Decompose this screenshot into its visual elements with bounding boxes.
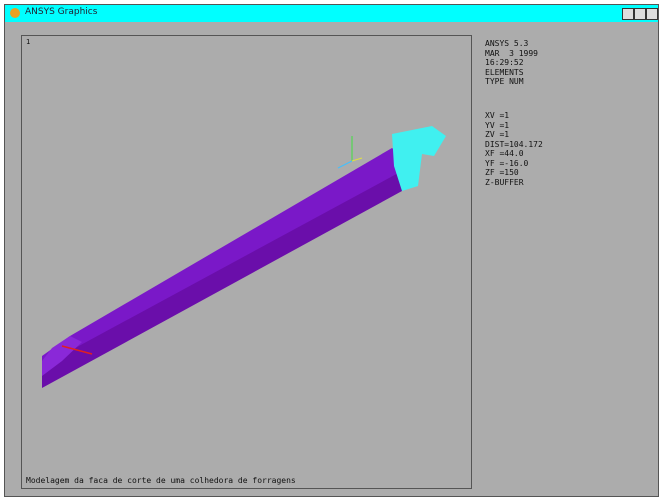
window-title: ANSYS Graphics — [25, 7, 98, 17]
end-region — [392, 126, 446, 191]
model-view — [42, 126, 446, 388]
info-line: Z-BUFFER — [485, 177, 524, 187]
title-bar: ANSYS Graphics — [5, 5, 658, 22]
info-line: ZF =150 — [485, 168, 519, 177]
node-marker — [61, 345, 93, 355]
beam-tip — [42, 336, 82, 376]
info-line: XV =1 — [485, 111, 510, 120]
maximize-button[interactable] — [634, 8, 646, 20]
graphics-viewport: 1 Modelagem da faca de corte de uma colh… — [21, 35, 472, 489]
info-line: TYPE NUM — [485, 77, 524, 86]
window-number: 1 — [26, 38, 31, 46]
info-line: ZV =1 — [485, 130, 510, 139]
info-line: YV =1 — [485, 120, 510, 130]
app-icon — [10, 8, 20, 18]
info-header: ANSYS 5.3 MAR 3 1999 16:29:52 ELEMENTS TYPE … — [485, 39, 538, 87]
axis-z — [351, 157, 363, 162]
beam-side — [42, 171, 402, 388]
info-line: MAR 3 1999 — [485, 48, 538, 58]
info-line: XF =44.0 — [485, 149, 524, 158]
close-button[interactable] — [646, 8, 658, 20]
info-line: ANSYS 5.3 — [485, 39, 529, 48]
info-line: DIST=104.172 — [485, 139, 543, 149]
info-line: ELEMENTS — [485, 67, 524, 77]
ansys-window: ANSYS Graphics 1 Modelagem da faca de co… — [4, 4, 659, 497]
info-line: 16:29:52 — [485, 58, 524, 67]
axis-x — [337, 160, 353, 169]
info-view: XV =1 YV =1 ZV =1 DIST=104.172 XF =44.0 YF =-… — [485, 111, 543, 187]
info-line: YF =-16.0 — [485, 158, 529, 168]
minimize-button[interactable] — [622, 8, 634, 20]
caption: Modelagem da faca de corte de uma colhed… — [26, 476, 296, 485]
